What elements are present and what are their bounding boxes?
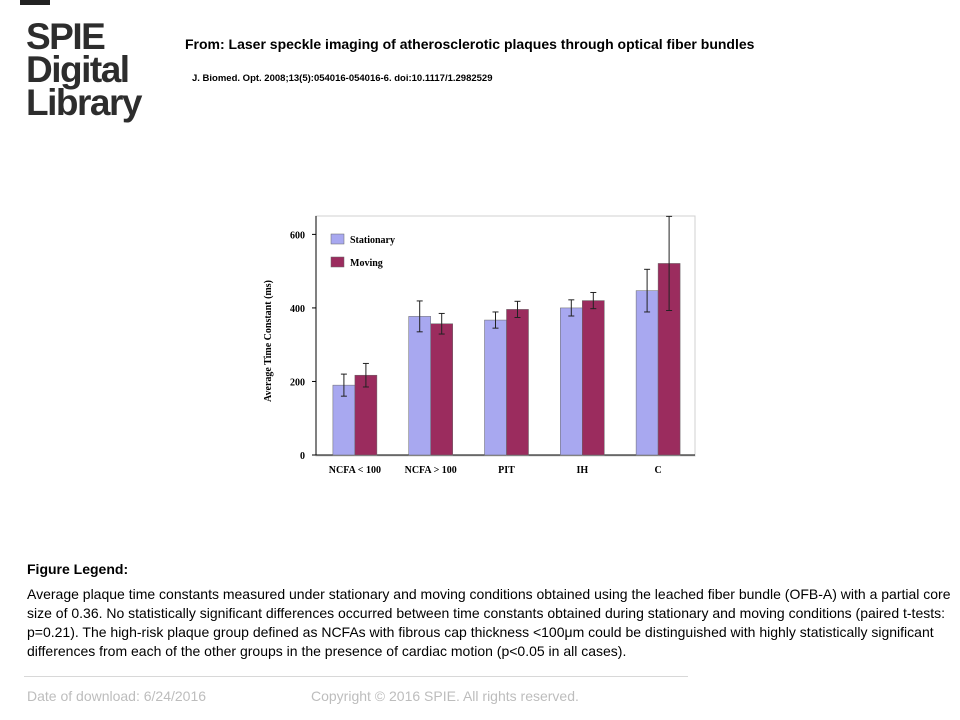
bar-stationary xyxy=(560,307,583,456)
logo-line-2: Digital xyxy=(26,49,130,90)
citation: J. Biomed. Opt. 2008;13(5):054016-054016… xyxy=(192,73,493,84)
legend-swatch-stationary xyxy=(330,233,345,245)
footer-divider xyxy=(24,676,688,677)
x-tick-label: PIT xyxy=(498,465,515,476)
x-tick-label: NCFA < 100 xyxy=(329,465,381,476)
figure-legend-title: Figure Legend: xyxy=(27,561,129,577)
legend-label-moving: Moving xyxy=(350,258,383,269)
x-tick-label: IH xyxy=(576,465,588,476)
y-tick-label: 400 xyxy=(290,304,305,315)
x-tick-label: C xyxy=(654,465,661,476)
y-tick-label: 600 xyxy=(290,230,305,241)
bar-moving xyxy=(582,300,605,456)
top-corner-mark xyxy=(20,0,50,5)
y-tick-label: 0 xyxy=(300,451,305,462)
bar-moving xyxy=(430,323,453,456)
article-title: From: Laser speckle imaging of atheroscl… xyxy=(185,36,755,52)
bar-stationary xyxy=(635,290,659,456)
x-tick-label: NCFA > 100 xyxy=(405,465,457,476)
logo-line-1: SPIE xyxy=(26,16,106,57)
y-axis-label: Average Time Constant (ms) xyxy=(263,280,274,402)
bar-stationary xyxy=(408,316,431,456)
bar-stationary xyxy=(484,319,507,456)
bar-moving xyxy=(506,309,529,456)
logo-line-3: Library xyxy=(26,82,142,123)
legend-label-stationary: Stationary xyxy=(350,235,395,246)
copyright-notice: Copyright © 2016 SPIE. All rights reserv… xyxy=(311,688,579,704)
figure-legend-text: Average plaque time constants measured u… xyxy=(27,586,951,659)
download-date: Date of download: 6/24/2016 xyxy=(27,688,207,704)
legend-swatch-moving xyxy=(330,256,345,268)
y-tick-label: 200 xyxy=(290,377,305,388)
bar-chart: Average Time Constant (ms) 0 200 400 600 NCF… xyxy=(260,215,696,483)
spie-digital-library-logo: SPIE Digital Library xyxy=(26,16,151,123)
